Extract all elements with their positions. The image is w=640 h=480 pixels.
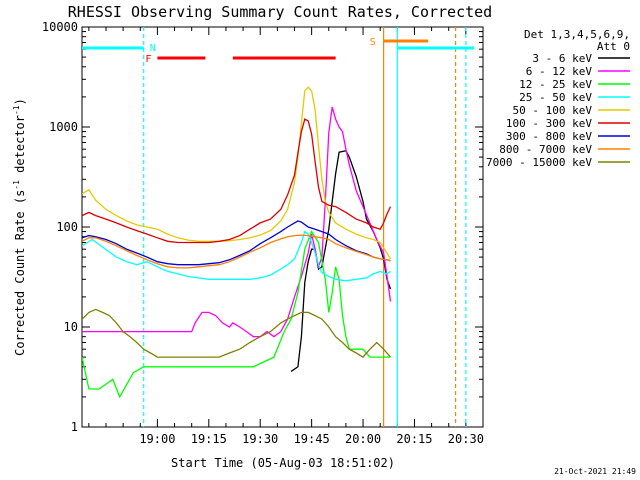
- x-axis-label: Start Time (05-Aug-03 18:51:02): [171, 456, 395, 470]
- y-tick-label: 10000: [42, 20, 78, 34]
- series-line-4: [82, 230, 391, 282]
- series-line-7: [82, 220, 391, 266]
- x-tick-label: 20:15: [396, 432, 432, 446]
- y-axis-label-main: Corrected Count Rate (s: [13, 190, 27, 356]
- y-tick-label: 10: [64, 320, 78, 334]
- y-tick-label: 1: [71, 420, 78, 434]
- x-tick-label: 19:15: [191, 432, 227, 446]
- legend-label-1: 3 - 6 keV: [532, 52, 592, 65]
- timestamp: 21-Oct-2021 21:49: [554, 467, 636, 476]
- series-line-8: [82, 234, 391, 269]
- plot-area: 1 10 100 1000 10000 19:00 19:15 19:30 19:45 20:00…: [42, 20, 484, 446]
- y-tick-label: 100: [56, 220, 78, 234]
- x-tick-label: 20:30: [448, 432, 484, 446]
- y-axis-label: Corrected Count Rate (s-1 detector-1): [12, 98, 27, 356]
- series-line-3: [82, 230, 391, 399]
- y-axis-label-mid: detector: [13, 115, 27, 180]
- legend-label-4: 25 - 50 keV: [519, 91, 592, 104]
- legend-label-5: 50 - 100 keV: [513, 104, 593, 117]
- x-tick-label: 19:45: [294, 432, 330, 446]
- legend-label-3: 12 - 25 keV: [519, 78, 592, 91]
- x-tick-label: 19:30: [242, 432, 278, 446]
- legend-label-2: 6 - 12 keV: [526, 65, 593, 78]
- legend-label-8: 800 - 7000 keV: [499, 143, 592, 156]
- y-axis-label-sup2: -1: [12, 105, 21, 115]
- f-marker-label: F: [145, 54, 151, 65]
- x-tick-label: 19:00: [139, 432, 175, 446]
- y-axis-label-sup1: -1: [12, 180, 21, 190]
- legend-label-7: 300 - 800 keV: [506, 130, 592, 143]
- legend-label-6: 100 - 300 keV: [506, 117, 592, 130]
- series-line-9: [82, 308, 391, 358]
- chart-title: RHESSI Observing Summary Count Rates, Co…: [68, 3, 492, 21]
- series-line-2: [82, 106, 392, 338]
- y-axis-label-end: ): [13, 98, 27, 105]
- s-marker-label: S: [370, 37, 376, 48]
- series-line-6: [82, 118, 392, 244]
- legend-header-line1: Det 1,3,4,5,6,9,: [524, 28, 630, 41]
- n-marker-label: N: [150, 43, 156, 54]
- y-tick-label: 1000: [49, 120, 78, 134]
- legend-header-line2: Att 0: [597, 40, 630, 53]
- series-line-5: [82, 86, 392, 260]
- x-tick-label: 20:00: [345, 432, 381, 446]
- legend-label-9: 7000 - 15000 keV: [486, 156, 592, 169]
